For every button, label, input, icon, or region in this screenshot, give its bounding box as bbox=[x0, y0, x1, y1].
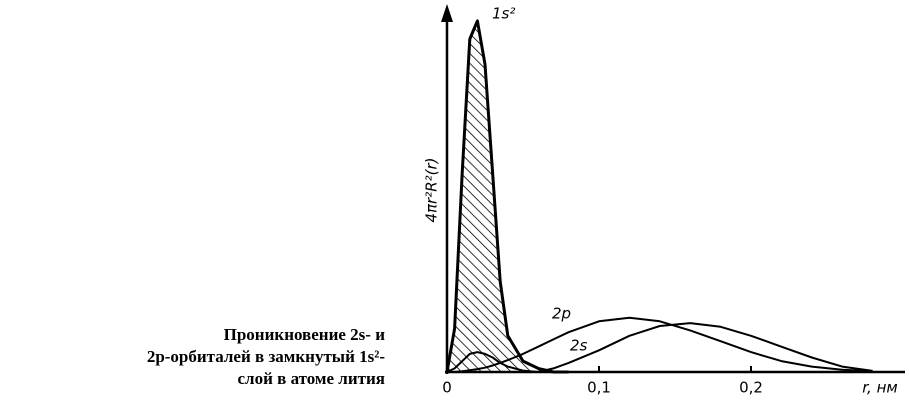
series-label: 2s bbox=[570, 337, 588, 355]
caption-line: 2p-орбиталей в замкнутый 1s²- bbox=[147, 347, 386, 366]
x-tick-label: 0,1 bbox=[587, 379, 611, 397]
series-line bbox=[445, 19, 569, 374]
x-tick-label: 0,2 bbox=[739, 379, 763, 397]
caption-line: слой в атоме лития bbox=[238, 369, 385, 388]
y-axis-label: 4πr²R²(r) bbox=[423, 157, 441, 222]
series-label: 1s² bbox=[492, 5, 515, 23]
series-line bbox=[447, 316, 873, 373]
series-line bbox=[446, 322, 873, 373]
x-axis-label: r, нм bbox=[862, 379, 897, 397]
x-tick-label: 0 bbox=[442, 379, 452, 397]
caption: Проникновение 2s- и 2p-орбиталей в замкну… bbox=[147, 325, 386, 388]
series-label: 2p bbox=[552, 305, 571, 323]
caption-line: Проникновение 2s- и bbox=[224, 325, 386, 344]
y-axis-arrow bbox=[441, 4, 453, 22]
